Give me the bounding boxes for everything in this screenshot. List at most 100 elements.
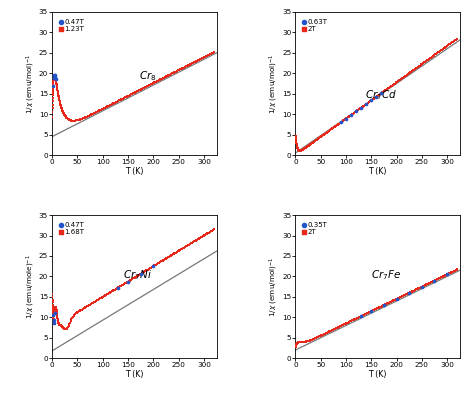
Point <box>392 296 400 302</box>
Point <box>169 251 177 258</box>
Point <box>306 141 314 148</box>
Point <box>63 326 71 332</box>
Point <box>122 280 129 286</box>
Point <box>301 145 308 152</box>
Point <box>293 340 301 346</box>
Point <box>445 42 452 48</box>
Point <box>393 296 401 302</box>
Point <box>390 297 397 304</box>
Point <box>331 326 339 332</box>
Point <box>391 80 399 87</box>
Point <box>194 236 201 242</box>
Point <box>295 146 302 153</box>
Point <box>53 84 61 90</box>
Point <box>371 95 379 101</box>
Point <box>374 305 381 312</box>
Point <box>313 137 321 143</box>
Point <box>55 321 63 328</box>
Point <box>411 287 419 293</box>
Point <box>439 45 447 52</box>
Point <box>49 306 56 312</box>
Point <box>395 77 403 84</box>
Point <box>175 67 182 73</box>
Point <box>306 142 313 148</box>
Point <box>164 254 172 260</box>
Point <box>378 90 385 96</box>
Point <box>298 339 305 345</box>
Point <box>345 113 352 120</box>
Point <box>293 141 301 148</box>
Point <box>437 48 444 54</box>
Point <box>92 298 100 304</box>
Point <box>58 105 65 112</box>
Point <box>76 116 83 123</box>
Point <box>63 326 71 332</box>
Point <box>303 144 310 150</box>
Point <box>52 74 59 81</box>
Point <box>304 338 311 344</box>
Point <box>293 340 301 346</box>
Point <box>324 329 332 336</box>
Point <box>306 141 314 148</box>
Point <box>295 339 303 345</box>
Point <box>337 323 344 329</box>
Point <box>390 297 398 303</box>
Point <box>408 289 416 295</box>
Point <box>311 138 319 144</box>
Point <box>93 109 100 115</box>
Point <box>295 147 303 154</box>
Point <box>50 72 58 78</box>
Point <box>301 145 308 152</box>
Point <box>90 110 97 117</box>
Point <box>395 295 403 301</box>
Point <box>335 121 343 127</box>
Point <box>400 74 408 80</box>
Point <box>61 112 68 118</box>
Point <box>409 288 416 295</box>
Point <box>296 147 304 154</box>
Point <box>57 322 65 329</box>
Point <box>59 325 67 331</box>
Point <box>305 142 312 149</box>
Point <box>426 55 433 62</box>
Point <box>195 57 202 63</box>
Point <box>51 310 58 316</box>
Point <box>294 146 302 152</box>
Point <box>346 319 353 325</box>
Point <box>306 141 314 148</box>
Point <box>51 306 59 312</box>
Point <box>52 305 59 311</box>
Point <box>51 321 58 327</box>
Point <box>55 321 63 328</box>
Point <box>51 73 59 80</box>
Point <box>54 317 62 323</box>
Point <box>177 66 185 72</box>
Point <box>298 147 305 154</box>
Point <box>303 143 311 150</box>
Point <box>298 147 306 153</box>
Point <box>169 70 177 76</box>
Point <box>333 325 341 331</box>
Point <box>446 41 454 47</box>
Point <box>305 142 313 148</box>
Point <box>198 55 205 62</box>
Point <box>300 146 308 152</box>
Point <box>328 327 336 334</box>
Point <box>347 112 355 118</box>
Point <box>418 283 426 290</box>
Point <box>313 334 321 341</box>
Point <box>139 269 146 276</box>
Point <box>450 268 457 275</box>
Point <box>116 283 124 290</box>
Point <box>58 106 66 112</box>
Point <box>160 75 167 81</box>
Point <box>298 147 305 154</box>
Point <box>344 319 352 326</box>
Point <box>63 326 71 332</box>
Point <box>363 100 371 107</box>
Point <box>444 271 452 277</box>
Point <box>58 105 65 111</box>
Y-axis label: 1/$\chi$ (emu/mol)$^{-1}$: 1/$\chi$ (emu/mol)$^{-1}$ <box>268 256 280 317</box>
Point <box>51 74 59 80</box>
Point <box>57 104 65 111</box>
